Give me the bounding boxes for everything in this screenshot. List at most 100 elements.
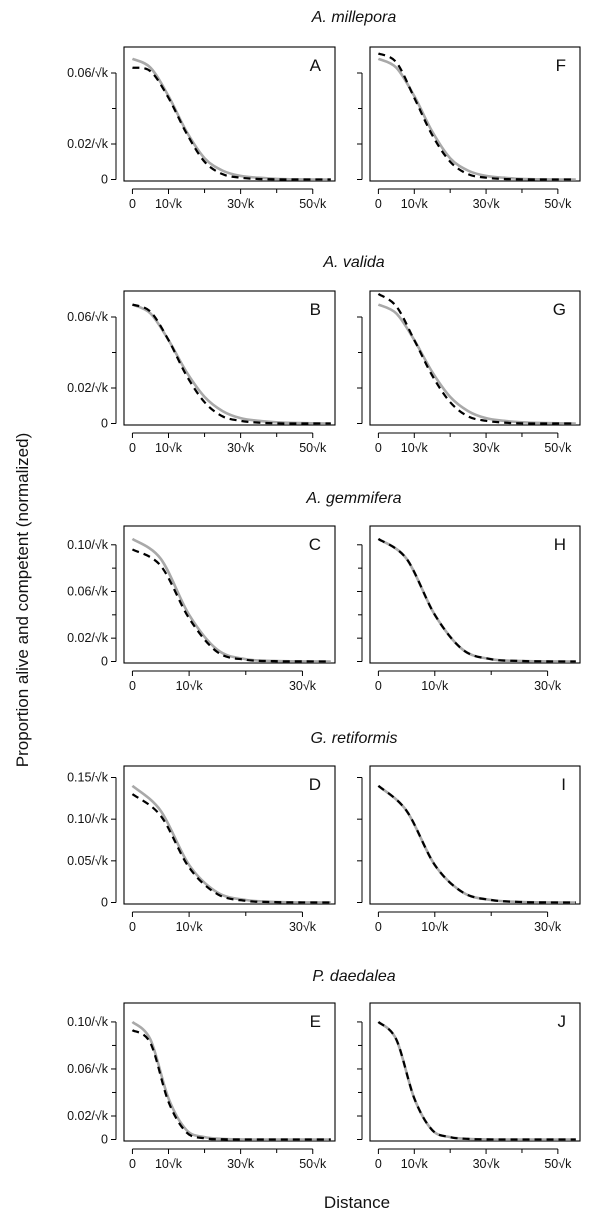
- y-tick-label: 0.15/√k: [67, 770, 109, 784]
- x-tick-label: 0: [375, 1157, 382, 1171]
- plot-frame: [369, 525, 581, 664]
- x-tick-label: 10√k: [155, 441, 183, 455]
- panel-B: A. valida 0 10√k 30√k 50√k 0 0.02/√k 0.06/√k B: [67, 254, 385, 455]
- x-tick-label: 30√k: [227, 197, 255, 211]
- species-title: A. millepora: [311, 9, 397, 26]
- panel-letter: A: [310, 56, 322, 75]
- x-tick-label: 50√k: [544, 1157, 572, 1171]
- y-tick-label: 0: [101, 417, 108, 431]
- y-tick-label: 0.10/√k: [67, 1015, 109, 1029]
- x-tick-label: 0: [129, 679, 136, 693]
- x-tick-label: 10√k: [401, 1157, 429, 1171]
- plot-frame: [369, 46, 581, 182]
- x-tick-label: 30√k: [289, 679, 317, 693]
- x-tick-label: 30√k: [473, 197, 501, 211]
- x-tick-label: 0: [129, 1157, 136, 1171]
- panel-letter: H: [554, 535, 566, 554]
- x-tick-label: 10√k: [421, 920, 449, 934]
- series-line-dashed-black: [377, 1021, 576, 1141]
- plot-frame: [369, 765, 581, 905]
- series-line-dashed-black: [131, 1029, 331, 1141]
- y-tick-label: 0.05/√k: [67, 854, 109, 868]
- plot-frame: [123, 765, 336, 905]
- x-tick-label: 0: [129, 920, 136, 934]
- plot-frame: [123, 46, 336, 182]
- x-tick-label: 10√k: [176, 679, 204, 693]
- panel-C: A. gemmifera 0 10√k 30√k 0 0.02/√k 0.06/√k 0.10…: [67, 490, 402, 693]
- y-tick-label: 0.10/√k: [67, 538, 109, 552]
- species-title: A. valida: [322, 254, 384, 271]
- y-tick-label: 0: [101, 1133, 108, 1147]
- series-line-solid-gray: [131, 303, 331, 425]
- panel-letter: J: [558, 1012, 567, 1031]
- y-tick-label: 0.06/√k: [67, 584, 109, 598]
- x-tick-label: 0: [129, 197, 136, 211]
- species-title: A. gemmifera: [305, 490, 401, 507]
- y-tick-label: 0: [101, 173, 108, 187]
- x-tick-label: 10√k: [401, 197, 429, 211]
- panel-A: A. millepora 0 10√k 30√k 50√k 0 0.02/√k 0.06/√k…: [67, 9, 396, 211]
- y-tick-label: 0.06/√k: [67, 1062, 109, 1076]
- series-line-solid-gray: [131, 784, 331, 904]
- series-line-solid-gray: [377, 1020, 576, 1141]
- y-tick-label: 0.10/√k: [67, 812, 109, 826]
- panel-D: G. retiformis 0 10√k 30√k 0 0.05/√k 0.10/√k 0.1…: [67, 730, 397, 934]
- x-tick-label: 50√k: [299, 1157, 327, 1171]
- series-line-dashed-black: [131, 548, 331, 663]
- x-tick-label: 0: [375, 920, 382, 934]
- x-tick-label: 0: [129, 441, 136, 455]
- y-tick-label: 0.02/√k: [67, 1109, 109, 1123]
- panel-letter: D: [309, 775, 321, 794]
- panel-letter: I: [561, 775, 566, 794]
- panel-letter: F: [556, 56, 566, 75]
- plot-frame: [123, 290, 336, 426]
- x-tick-label: 0: [375, 197, 382, 211]
- x-tick-label: 30√k: [473, 441, 501, 455]
- y-tick-label: 0.06/√k: [67, 66, 109, 80]
- x-tick-label: 30√k: [289, 920, 317, 934]
- panel-I: 0 10√k 30√k I: [357, 765, 581, 934]
- y-tick-label: 0: [101, 896, 108, 910]
- series-line-dashed-black: [377, 292, 576, 425]
- x-axis-label: Distance: [324, 1193, 390, 1212]
- series-line-solid-gray: [377, 303, 576, 425]
- x-tick-label: 50√k: [544, 197, 572, 211]
- panel-letter: G: [553, 300, 566, 319]
- x-tick-label: 10√k: [401, 441, 429, 455]
- x-tick-label: 30√k: [227, 441, 255, 455]
- species-title: G. retiformis: [310, 730, 397, 747]
- series-line-dashed-black: [377, 538, 576, 663]
- x-tick-label: 10√k: [155, 1157, 183, 1171]
- panel-letter: E: [310, 1012, 321, 1031]
- series-line-solid-gray: [377, 784, 576, 904]
- x-tick-label: 10√k: [176, 920, 204, 934]
- panel-G: 0 10√k 30√k 50√k G: [357, 290, 581, 455]
- x-tick-label: 30√k: [534, 679, 562, 693]
- y-tick-label: 0.02/√k: [67, 381, 109, 395]
- x-tick-label: 0: [375, 679, 382, 693]
- y-tick-label: 0.02/√k: [67, 137, 109, 151]
- plot-frame: [369, 1002, 581, 1142]
- x-tick-label: 50√k: [299, 441, 327, 455]
- plot-frame: [123, 1002, 336, 1142]
- x-tick-label: 30√k: [534, 920, 562, 934]
- series-line-dashed-black: [377, 52, 576, 181]
- series-line-dashed-black: [132, 66, 331, 181]
- series-line-solid-gray: [131, 57, 331, 181]
- series-line-dashed-black: [131, 793, 331, 904]
- x-tick-label: 10√k: [421, 679, 449, 693]
- y-tick-label: 0: [101, 655, 108, 669]
- panel-F: 0 10√k 30√k 50√k F: [357, 46, 581, 211]
- panel-letter: B: [310, 300, 321, 319]
- series-line-dashed-black: [132, 303, 331, 425]
- panel-H: 0 10√k 30√k H: [357, 525, 581, 693]
- panel-letter: C: [309, 535, 321, 554]
- plot-frame: [123, 525, 336, 664]
- x-tick-label: 30√k: [473, 1157, 501, 1171]
- plot-frame: [369, 290, 581, 426]
- y-tick-label: 0.02/√k: [67, 631, 109, 645]
- y-tick-label: 0.06/√k: [67, 310, 109, 324]
- x-tick-label: 10√k: [155, 197, 183, 211]
- x-tick-label: 30√k: [227, 1157, 255, 1171]
